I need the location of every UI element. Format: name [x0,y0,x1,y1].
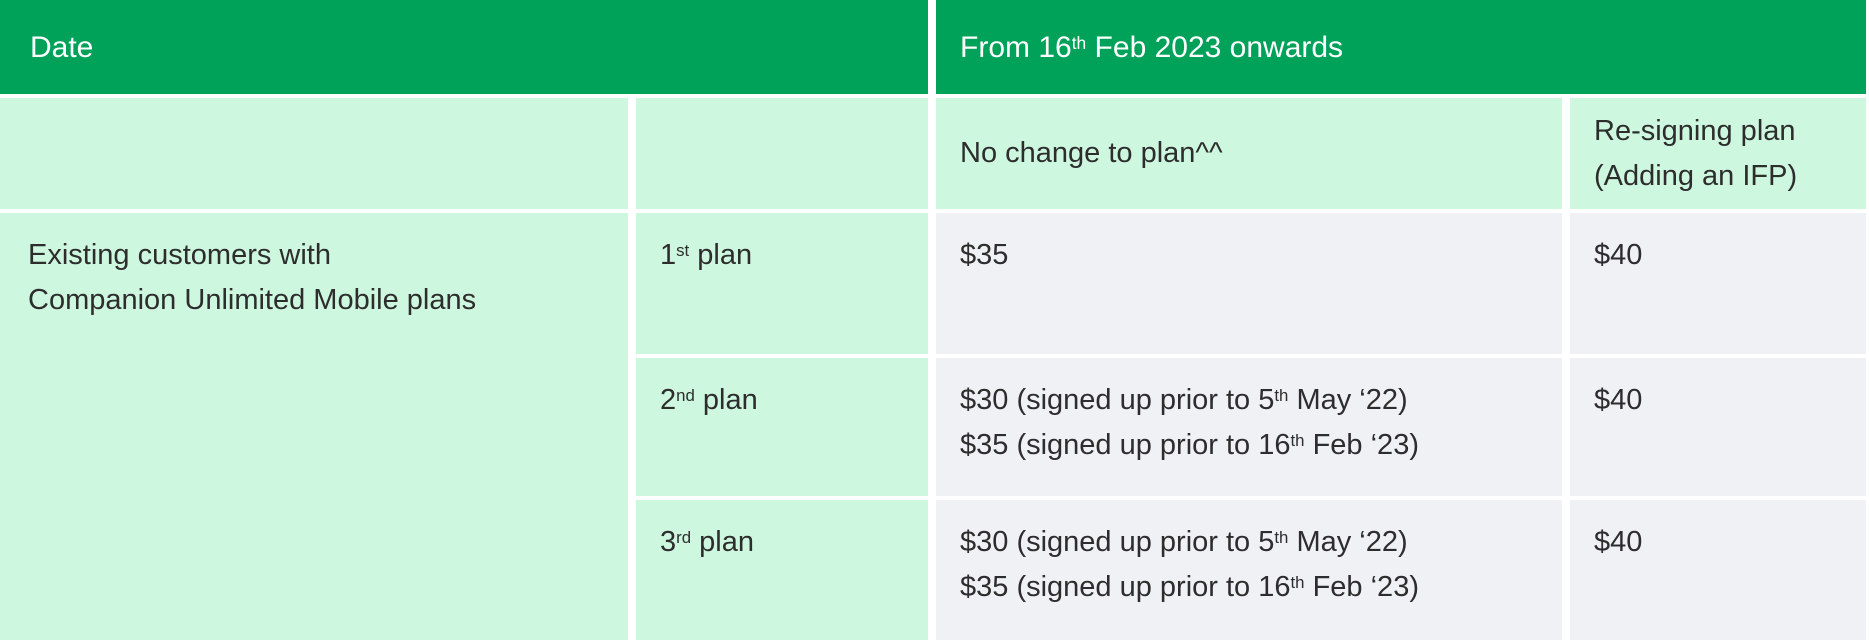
text-line: 1st plan [660,239,753,271]
plan-2-no-change-price-cell: $30 (signed up prior to 5th May ‘22) $35 … [936,358,1562,496]
text-line: (Adding an IFP) [1594,159,1798,192]
plan-1-no-change-price-cell: $35 [936,213,1562,354]
subheader-empty-cell-2 [636,98,928,209]
text-line: $40 [1594,526,1643,558]
text-line: $40 [1594,384,1643,416]
header-date-label: Date [30,30,94,64]
plan-1-resigning-price-cell: $40 [1570,213,1866,354]
text-line: 2nd plan [660,384,758,416]
text-line: $35 (signed up prior to 16th Feb ‘23) [960,571,1419,603]
text-line: $30 (signed up prior to 5th May ‘22) [960,384,1408,416]
subheader-empty-cell-1 [0,98,628,209]
text-line: No change to plan^^ [960,137,1223,169]
text-line: Re-signing plan [1594,114,1796,147]
text-line: From 16th Feb 2023 onwards [960,30,1344,64]
header-cell-from-date: From 16th Feb 2023 onwards [936,0,1866,94]
plan-3-label-cell: 3rd plan [636,500,928,640]
plan-2-resigning-price-cell: $40 [1570,358,1866,496]
text-line: Existing customers with [28,239,331,271]
text-line: Companion Unlimited Mobile plans [28,284,477,316]
header-cell-date: Date [0,0,928,94]
text-line: $35 (signed up prior to 16th Feb ‘23) [960,429,1419,461]
text-line: 3rd plan [660,526,754,558]
customer-group-cell: Existing customers with Companion Unlimit… [0,213,628,640]
plan-1-label-cell: 1st plan [636,213,928,354]
subheader-cell-no-change: No change to plan^^ [936,98,1562,209]
text-line: $40 [1594,239,1643,271]
plan-3-resigning-price-cell: $40 [1570,500,1866,640]
plan-2-label-cell: 2nd plan [636,358,928,496]
plan-3-no-change-price-cell: $30 (signed up prior to 5th May ‘22) $35 … [936,500,1562,640]
header-from-label: From 16th Feb 2023 onwards [960,25,1343,70]
text-line: $35 [960,239,1009,271]
text-line: $30 (signed up prior to 5th May ‘22) [960,526,1408,558]
subheader-cell-resigning: Re-signing plan (Adding an IFP) [1570,98,1866,209]
